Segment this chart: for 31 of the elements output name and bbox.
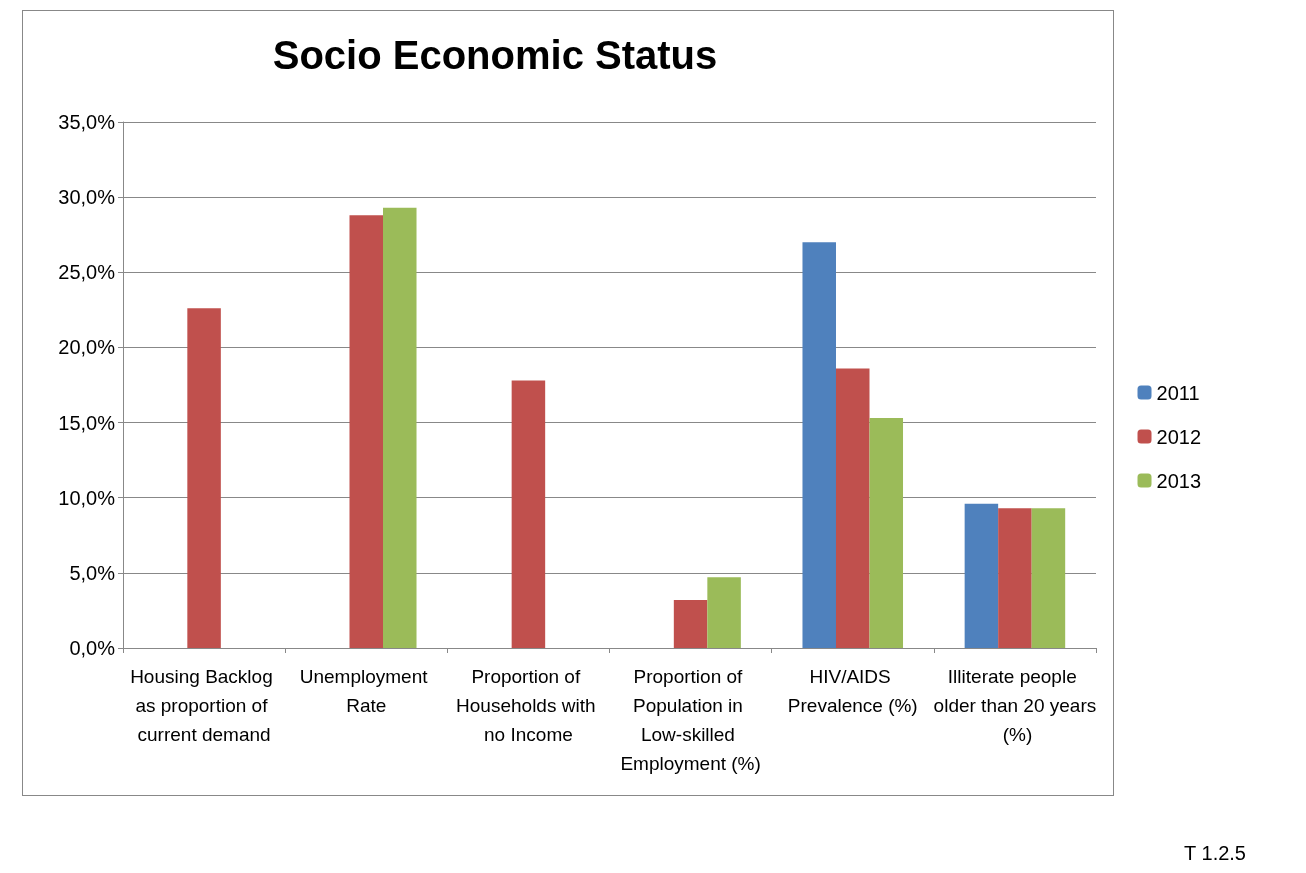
bar xyxy=(511,380,546,648)
x-tick-label: HIV/AIDS Prevalence (%) xyxy=(787,666,918,716)
y-tick-label: 20,0% xyxy=(58,336,116,359)
bar xyxy=(707,577,741,648)
legend-label: 2011 xyxy=(1156,381,1200,404)
bar xyxy=(802,242,836,648)
bar xyxy=(1031,508,1066,648)
legend-label: 2012 xyxy=(1156,425,1202,448)
x-tick-label: Proportion of Population in Low-skilled Employment (%) xyxy=(620,666,761,774)
bar xyxy=(835,368,870,648)
y-tick-label: 35,0% xyxy=(58,111,116,133)
bar xyxy=(383,207,417,648)
bar xyxy=(673,599,708,648)
y-tick-label: 30,0% xyxy=(58,186,116,209)
text: T 1.2.5 xyxy=(1184,842,1246,865)
bar xyxy=(869,418,904,648)
x-tick-label: Housing Backlog as proportion of current demand xyxy=(130,666,279,745)
bar xyxy=(187,308,221,648)
bar xyxy=(998,508,1032,648)
x-tick-label: Illiterate people older than 20 years (%) xyxy=(933,666,1097,745)
chart-title: Socio Economic Status xyxy=(272,33,718,77)
bar xyxy=(349,215,384,648)
x-tick-label: Proportion of Households with no Income xyxy=(456,666,601,745)
legend-label: 2013 xyxy=(1156,469,1202,492)
x-tick-label: Unemployment Rate xyxy=(299,666,433,716)
y-tick-label: 0,0% xyxy=(69,637,116,659)
y-tick-label: 25,0% xyxy=(58,261,116,284)
y-tick-label: 15,0% xyxy=(58,411,116,434)
y-tick-label: 5,0% xyxy=(69,561,116,584)
bar xyxy=(964,503,999,648)
y-tick-label: 10,0% xyxy=(58,486,116,509)
